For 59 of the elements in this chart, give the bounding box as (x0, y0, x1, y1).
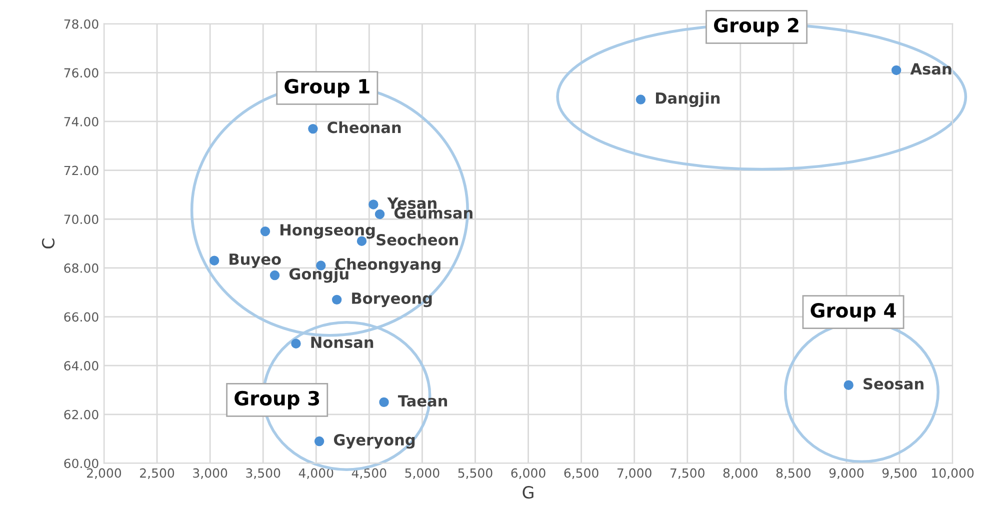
text: Geumsan (394, 207, 472, 219)
text: Seocheon (376, 234, 458, 246)
point (844, 380, 854, 390)
x-tick-label: 3,000 (193, 468, 228, 480)
text: Taean (398, 395, 448, 407)
y-tick-label: 62.00 (64, 410, 98, 420)
text: Seosan (864, 378, 924, 390)
y-tick-label: 78.00 (64, 19, 98, 29)
point (308, 124, 318, 134)
point (270, 270, 280, 280)
text: Boryeong (352, 292, 432, 308)
x-tick-label: 5,500 (458, 468, 492, 480)
annotation: Group 1 (284, 78, 370, 98)
x-tick-label: 3,500 (246, 468, 280, 480)
x-tick-label: 2,000 (87, 468, 122, 480)
y-tick-label: 76.00 (64, 68, 98, 78)
x-tick-label: 10,000 (932, 468, 974, 480)
point (891, 65, 902, 76)
text: Dangjin (656, 92, 720, 107)
x-tick-label: 5,000 (405, 468, 440, 480)
x-tick-label: 4,500 (352, 468, 386, 480)
point (636, 94, 646, 104)
x-tick-label: 9,500 (882, 468, 917, 480)
x-tick-label: 7,000 (617, 468, 652, 480)
point (291, 338, 301, 348)
x-tick-label: 8,000 (723, 468, 758, 480)
text: Asan (910, 63, 952, 75)
text: Nonsan (311, 336, 374, 348)
y-tick-label: 66.00 (64, 312, 98, 322)
x-tick-label: 6,500 (564, 468, 598, 480)
x-tick-label: 6,000 (511, 468, 546, 480)
point (368, 200, 378, 210)
point (332, 294, 342, 305)
x-tick-label: 8,500 (776, 468, 811, 480)
point (314, 436, 324, 446)
x-tick-label: 2,500 (140, 468, 174, 480)
y-axis-title: C (42, 238, 55, 248)
annotation: Group 4 (810, 303, 896, 322)
point (209, 256, 220, 266)
y-tick-label: 60.00 (64, 458, 98, 468)
y-tick-label: 64.00 (64, 361, 98, 371)
text: Cheonan (328, 121, 401, 134)
x-tick-label: 4,000 (298, 468, 334, 480)
x-tick-label: 9,000 (829, 468, 864, 480)
point (379, 397, 389, 408)
x-tick-label: 7,500 (670, 468, 704, 480)
y-tick-label: 68.00 (64, 263, 98, 273)
annotation: Group 2 (714, 18, 798, 36)
text: Hongseong (280, 224, 375, 239)
y-tick-label: 72.00 (64, 166, 98, 176)
annotation: Group 3 (234, 390, 320, 410)
point (260, 226, 270, 236)
point (374, 209, 385, 220)
y-tick-label: 74.00 (64, 116, 98, 126)
x-axis-title: G (522, 486, 534, 499)
text: Gyeryong (334, 434, 415, 449)
y-tick-label: 70.00 (64, 214, 98, 224)
text: Buyeo (230, 254, 281, 268)
text: Yesan (387, 198, 436, 209)
